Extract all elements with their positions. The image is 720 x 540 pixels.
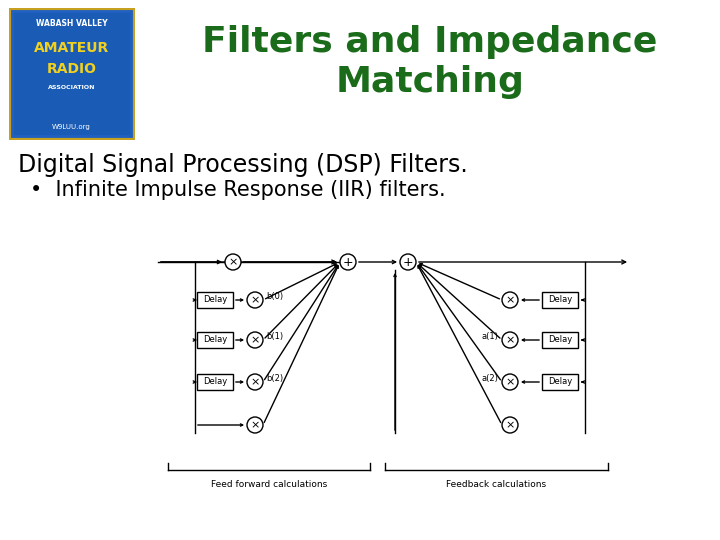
Text: AMATEUR: AMATEUR [34,41,109,55]
Text: Feedback calculations: Feedback calculations [446,480,546,489]
Text: a(2): a(2) [481,375,498,383]
Text: ×: × [251,295,260,305]
Circle shape [247,417,263,433]
FancyBboxPatch shape [9,8,135,140]
Circle shape [502,374,518,390]
Text: ×: × [251,420,260,430]
Text: +: + [402,255,413,268]
Text: a(1): a(1) [481,333,498,341]
FancyBboxPatch shape [14,14,130,135]
FancyBboxPatch shape [542,332,578,348]
Circle shape [502,292,518,308]
Circle shape [340,254,356,270]
Text: Delay: Delay [203,295,227,305]
Circle shape [502,417,518,433]
Circle shape [502,332,518,348]
Text: Delay: Delay [203,377,227,387]
FancyBboxPatch shape [197,332,233,348]
Text: Delay: Delay [548,377,572,387]
Circle shape [400,254,416,270]
Text: b(2): b(2) [266,374,283,382]
Text: ×: × [505,295,515,305]
Text: ×: × [505,335,515,345]
Circle shape [247,332,263,348]
FancyBboxPatch shape [542,292,578,308]
Text: +: + [343,255,354,268]
Text: Delay: Delay [203,335,227,345]
FancyBboxPatch shape [197,374,233,390]
Text: RADIO: RADIO [47,62,96,76]
Text: ×: × [505,420,515,430]
Text: b(1): b(1) [266,332,283,341]
Text: ASSOCIATION: ASSOCIATION [48,85,95,90]
Text: Digital Signal Processing (DSP) Filters.: Digital Signal Processing (DSP) Filters. [18,153,468,177]
Text: Filters and Impedance
Matching: Filters and Impedance Matching [202,25,657,99]
Text: WABASH VALLEY: WABASH VALLEY [36,19,107,29]
Text: Delay: Delay [548,295,572,305]
Text: b(0): b(0) [266,292,283,300]
Text: Feed forward calculations: Feed forward calculations [211,480,327,489]
Text: ×: × [505,377,515,387]
Circle shape [247,374,263,390]
Text: •  Infinite Impulse Response (IIR) filters.: • Infinite Impulse Response (IIR) filter… [30,180,446,200]
Text: Delay: Delay [548,335,572,345]
FancyBboxPatch shape [197,292,233,308]
Text: W9LUU.org: W9LUU.org [53,124,91,130]
Text: ×: × [251,335,260,345]
Text: ×: × [251,377,260,387]
Circle shape [225,254,241,270]
Text: ×: × [228,257,238,267]
FancyBboxPatch shape [542,374,578,390]
Circle shape [247,292,263,308]
